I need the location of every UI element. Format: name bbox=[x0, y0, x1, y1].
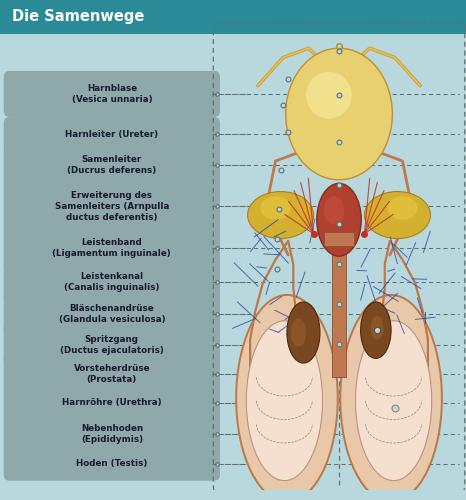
Text: Erweiterung des
Samenleiters (Arnpulla
ductus deferentis): Erweiterung des Samenleiters (Arnpulla d… bbox=[55, 191, 169, 222]
Ellipse shape bbox=[356, 321, 432, 480]
Text: Harnleiter (Ureter): Harnleiter (Ureter) bbox=[65, 130, 158, 138]
Text: Harnröhre (Urethra): Harnröhre (Urethra) bbox=[62, 398, 162, 407]
FancyBboxPatch shape bbox=[324, 232, 354, 245]
FancyBboxPatch shape bbox=[4, 117, 220, 151]
Text: Bläschenandrüse
(Glandula vesiculosa): Bläschenandrüse (Glandula vesiculosa) bbox=[59, 304, 165, 324]
FancyBboxPatch shape bbox=[4, 410, 220, 457]
Ellipse shape bbox=[306, 72, 352, 118]
FancyBboxPatch shape bbox=[4, 446, 220, 480]
FancyBboxPatch shape bbox=[4, 386, 220, 420]
FancyBboxPatch shape bbox=[4, 351, 220, 397]
FancyBboxPatch shape bbox=[4, 322, 220, 368]
Ellipse shape bbox=[286, 48, 392, 180]
Text: Spritzgang
(Ductus ejaculatoris): Spritzgang (Ductus ejaculatoris) bbox=[60, 334, 164, 355]
Text: Samenleiter
(Ducrus deferens): Samenleiter (Ducrus deferens) bbox=[67, 155, 157, 175]
Ellipse shape bbox=[371, 316, 384, 340]
Ellipse shape bbox=[364, 192, 431, 238]
Text: Hoden (Testis): Hoden (Testis) bbox=[76, 459, 148, 468]
FancyBboxPatch shape bbox=[4, 258, 220, 304]
Text: Leistenband
(Ligamentum inguinale): Leistenband (Ligamentum inguinale) bbox=[53, 238, 171, 258]
Ellipse shape bbox=[236, 295, 338, 500]
Text: Die Samenwege: Die Samenwege bbox=[12, 10, 144, 24]
Ellipse shape bbox=[361, 302, 391, 358]
Ellipse shape bbox=[387, 196, 418, 220]
Ellipse shape bbox=[291, 318, 306, 346]
FancyBboxPatch shape bbox=[4, 226, 220, 272]
FancyBboxPatch shape bbox=[4, 178, 220, 236]
Text: Leistenkanal
(Canalis inguinalis): Leistenkanal (Canalis inguinalis) bbox=[64, 272, 159, 291]
FancyBboxPatch shape bbox=[4, 71, 220, 117]
Ellipse shape bbox=[287, 302, 320, 363]
FancyBboxPatch shape bbox=[4, 142, 220, 188]
Ellipse shape bbox=[340, 295, 442, 500]
Ellipse shape bbox=[317, 184, 361, 256]
FancyBboxPatch shape bbox=[4, 291, 220, 337]
Ellipse shape bbox=[247, 321, 322, 480]
FancyBboxPatch shape bbox=[332, 236, 346, 377]
Text: Vorsteherdrüse
(Prostata): Vorsteherdrüse (Prostata) bbox=[74, 364, 150, 384]
Ellipse shape bbox=[260, 196, 291, 220]
Text: Nebenhoden
(Epididymis): Nebenhoden (Epididymis) bbox=[81, 424, 143, 444]
FancyBboxPatch shape bbox=[0, 0, 466, 34]
Ellipse shape bbox=[324, 196, 344, 224]
Ellipse shape bbox=[247, 192, 314, 238]
Text: Harnblase
(Vesica unnaria): Harnblase (Vesica unnaria) bbox=[71, 84, 152, 104]
